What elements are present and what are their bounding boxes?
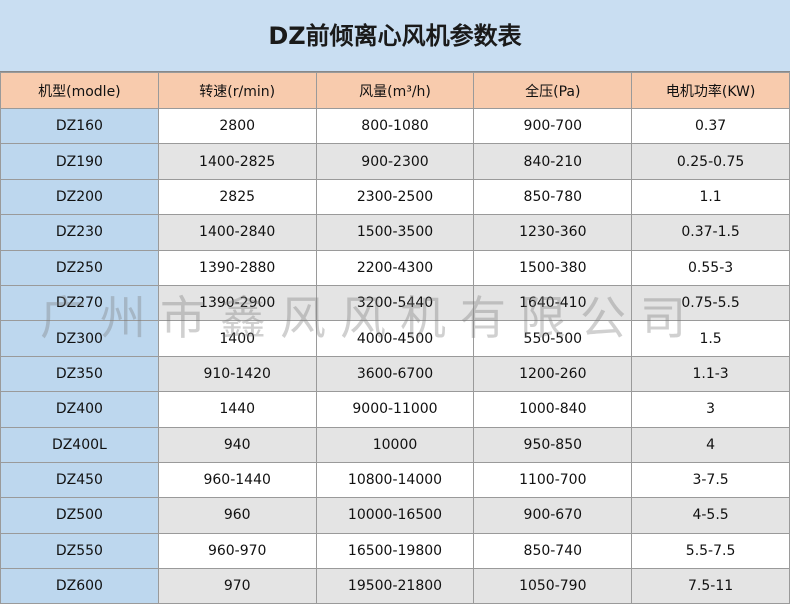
model-cell: DZ250 [0, 249, 159, 286]
table-cell: 900-2300 [315, 143, 475, 180]
table-cell: 1230-360 [473, 214, 633, 251]
table-cell: 7.5-11 [631, 568, 790, 604]
table-row: DZ190 1400-2825 900-2300 840-210 0.25-0.75 [0, 143, 790, 180]
model-cell: DZ160 [0, 107, 159, 145]
table-row: DZ400 1440 9000-11000 1000-840 3 [0, 391, 790, 428]
title: DZ前倾离心风机参数表 [0, 0, 790, 72]
table-cell: 2825 [157, 178, 317, 216]
model-cell: DZ400L [0, 426, 159, 463]
table-row: DZ350 910-1420 3600-6700 1200-260 1.1-3 [0, 355, 790, 393]
table-cell: 4000-4500 [315, 320, 475, 357]
table-row: DZ250 1390-2880 2200-4300 1500-380 0.55-3 [0, 249, 790, 286]
table-cell: 1050-790 [473, 568, 633, 604]
table-cell: 940 [157, 426, 317, 463]
table-cell: 4-5.5 [631, 497, 790, 534]
table-cell: 960-1440 [157, 461, 317, 499]
table-cell: 0.37-1.5 [631, 214, 790, 251]
table-cell: 3200-5440 [315, 284, 475, 322]
table-cell: 850-780 [473, 178, 633, 216]
model-cell: DZ400 [0, 391, 159, 428]
table-cell: 2800 [157, 107, 317, 145]
table-cell: 10000-16500 [315, 497, 475, 534]
table-cell: 1500-3500 [315, 214, 475, 251]
column-header: 电机功率(KW) [631, 72, 790, 109]
table-cell: 1640-410 [473, 284, 633, 322]
table-cell: 550-500 [473, 320, 633, 357]
table-body: DZ160 2800 800-1080 900-700 0.37 DZ190 1400-28… [0, 107, 790, 604]
model-cell: DZ500 [0, 497, 159, 534]
table-cell: 0.75-5.5 [631, 284, 790, 322]
table-cell: 10000 [315, 426, 475, 463]
column-header: 全压(Pa) [473, 72, 633, 109]
table-row: DZ270 1390-2900 3200-5440 1640-410 0.75-5.5 [0, 284, 790, 322]
table-cell: 19500-21800 [315, 568, 475, 604]
table-cell: 10800-14000 [315, 461, 475, 499]
column-header: 风量(m³/h) [315, 72, 475, 109]
column-header: 机型(modle) [0, 72, 159, 109]
table-cell: 1.1 [631, 178, 790, 216]
table-cell: 3600-6700 [315, 355, 475, 393]
table-cell: 0.55-3 [631, 249, 790, 286]
table-row: DZ400L 940 10000 950-850 4 [0, 426, 790, 463]
table-cell: 970 [157, 568, 317, 604]
table-row: DZ450 960-1440 10800-14000 1100-700 3-7.5 [0, 461, 790, 499]
table-row: DZ200 2825 2300-2500 850-780 1.1 [0, 178, 790, 216]
model-cell: DZ550 [0, 532, 159, 570]
table-cell: 1440 [157, 391, 317, 428]
table-cell: 2300-2500 [315, 178, 475, 216]
table-cell: 960 [157, 497, 317, 534]
table-cell: 3-7.5 [631, 461, 790, 499]
table-cell: 0.37 [631, 107, 790, 145]
table-cell: 0.25-0.75 [631, 143, 790, 180]
table-cell: 960-970 [157, 532, 317, 570]
table-cell: 1390-2900 [157, 284, 317, 322]
table-cell: 1400-2840 [157, 214, 317, 251]
table-row: DZ550 960-970 16500-19800 850-740 5.5-7.5 [0, 532, 790, 570]
table-cell: 9000-11000 [315, 391, 475, 428]
table-cell: 1.1-3 [631, 355, 790, 393]
spec-table: 机型(modle) 转速(r/min) 风量(m³/h) 全压(Pa) 电机功率(KW)… [0, 72, 790, 604]
table-cell: 900-670 [473, 497, 633, 534]
model-cell: DZ200 [0, 178, 159, 216]
table-cell: 1400-2825 [157, 143, 317, 180]
table-cell: 1.5 [631, 320, 790, 357]
model-cell: DZ270 [0, 284, 159, 322]
model-cell: DZ350 [0, 355, 159, 393]
table-row: DZ500 960 10000-16500 900-670 4-5.5 [0, 497, 790, 534]
table-row: DZ230 1400-2840 1500-3500 1230-360 0.37-1.5 [0, 214, 790, 251]
table-cell: 4 [631, 426, 790, 463]
table-row: DZ600 970 19500-21800 1050-790 7.5-11 [0, 568, 790, 604]
table-cell: 16500-19800 [315, 532, 475, 570]
table-cell: 910-1420 [157, 355, 317, 393]
table-row: DZ160 2800 800-1080 900-700 0.37 [0, 107, 790, 145]
table-cell: 1500-380 [473, 249, 633, 286]
model-cell: DZ450 [0, 461, 159, 499]
table-cell: 850-740 [473, 532, 633, 570]
table-cell: 3 [631, 391, 790, 428]
table-cell: 2200-4300 [315, 249, 475, 286]
model-cell: DZ230 [0, 214, 159, 251]
table-cell: 950-850 [473, 426, 633, 463]
column-header: 转速(r/min) [157, 72, 317, 109]
table-cell: 1390-2880 [157, 249, 317, 286]
table-cell: 840-210 [473, 143, 633, 180]
model-cell: DZ190 [0, 143, 159, 180]
table-cell: 1100-700 [473, 461, 633, 499]
model-cell: DZ300 [0, 320, 159, 357]
table-cell: 800-1080 [315, 107, 475, 145]
model-cell: DZ600 [0, 568, 159, 604]
table-cell: 1000-840 [473, 391, 633, 428]
table-cell: 900-700 [473, 107, 633, 145]
header-row: 机型(modle) 转速(r/min) 风量(m³/h) 全压(Pa) 电机功率(KW) [0, 72, 790, 109]
table-cell: 1400 [157, 320, 317, 357]
table-cell: 1200-260 [473, 355, 633, 393]
table-cell: 5.5-7.5 [631, 532, 790, 570]
table-row: DZ300 1400 4000-4500 550-500 1.5 [0, 320, 790, 357]
